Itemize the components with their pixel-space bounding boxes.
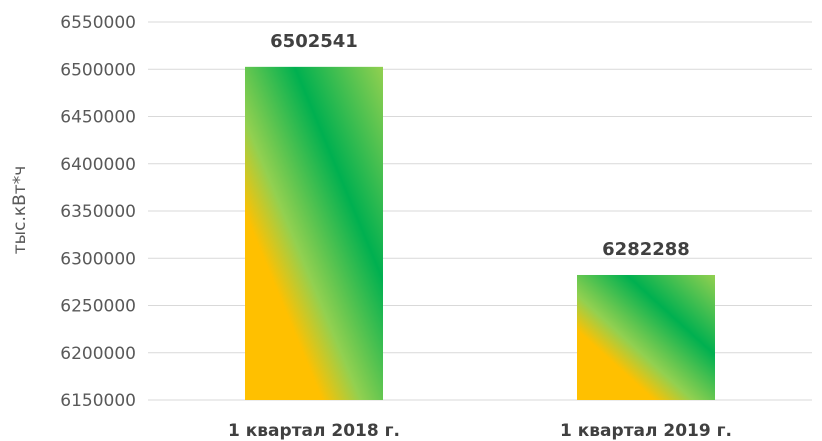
y-axis-title: тыс.кВт*ч — [10, 166, 30, 254]
y-tick-label: 6500000 — [60, 60, 136, 80]
y-tick-label: 6250000 — [60, 297, 136, 317]
bar — [577, 274, 715, 400]
y-tick-label: 6450000 — [60, 108, 136, 128]
x-category-label: 1 квартал 2019 г. — [560, 421, 732, 441]
y-tick-label: 6550000 — [60, 13, 136, 33]
x-axis-categories: 1 квартал 2018 г. 1 квартал 2019 г. — [228, 421, 732, 441]
y-tick-label: 6350000 — [60, 202, 136, 222]
data-labels: 6502541 6282288 — [270, 31, 690, 260]
data-label: 6502541 — [270, 31, 358, 52]
data-label: 6282288 — [602, 239, 690, 260]
bars — [245, 66, 715, 400]
y-tick-label: 6150000 — [60, 391, 136, 411]
x-category-label: 1 квартал 2018 г. — [228, 421, 400, 441]
bar — [245, 66, 383, 400]
y-tick-label: 6400000 — [60, 155, 136, 175]
y-axis-ticks: 6150000 6200000 6250000 6300000 6350000 64000… — [60, 13, 136, 411]
y-tick-label: 6300000 — [60, 249, 136, 269]
y-tick-label: 6200000 — [60, 344, 136, 364]
